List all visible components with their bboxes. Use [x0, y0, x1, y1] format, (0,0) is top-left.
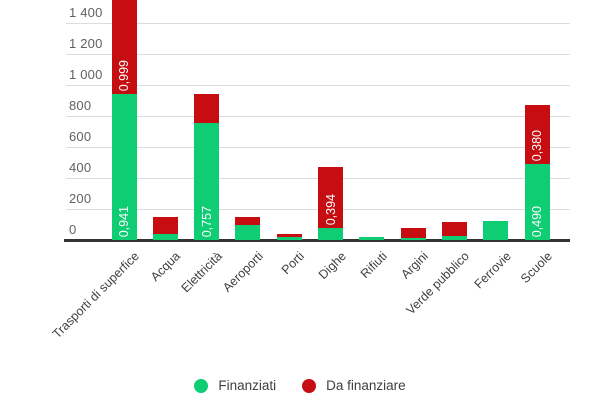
bar-segment-da-finanziare[interactable]: [441, 222, 467, 237]
x-axis-category-label: Rifiuti: [357, 249, 390, 282]
y-axis-tick-label: 1 200: [69, 36, 103, 51]
x-axis-category-label: Argini: [398, 249, 431, 282]
y-axis-tick-label: 800: [69, 98, 92, 113]
y-axis-tick-label: 200: [69, 191, 92, 206]
x-axis-category-label: Trasporti di superfice: [49, 249, 142, 342]
legend-item-finanziati: Finanziati: [194, 378, 276, 393]
bar-segment-finanziati[interactable]: [524, 164, 550, 240]
bar-segment-da-finanziare[interactable]: [400, 228, 426, 238]
bar-value-label: 0,394: [323, 194, 338, 226]
bar-segment-finanziati[interactable]: [276, 236, 302, 240]
x-axis-category-label: Dighe: [315, 249, 349, 283]
bar-value-label: 0,757: [199, 205, 214, 237]
legend-label-da-finanziare: Da finanziare: [326, 378, 406, 393]
legend-swatch-finanziati-icon: [194, 378, 209, 393]
bar-segment-finanziati[interactable]: [111, 94, 137, 240]
bar-segment-da-finanziare[interactable]: [524, 105, 550, 165]
gridline: [66, 54, 570, 55]
bar-value-label: 0,941: [117, 205, 131, 237]
bar-segment-finanziati[interactable]: [359, 236, 385, 240]
bar-segment-da-finanziare[interactable]: [276, 233, 302, 237]
x-axis-category-label: Elettricità: [178, 249, 225, 296]
x-axis-category-label: Scuole: [517, 249, 555, 286]
bar-segment-finanziati[interactable]: [400, 237, 426, 240]
y-axis-tick-label: 1 400: [69, 5, 103, 20]
gridline: [66, 85, 570, 86]
bar-segment-da-finanziare[interactable]: [194, 94, 220, 123]
bar-value-label: 0,490: [530, 205, 544, 237]
bar-segment-da-finanziare[interactable]: [318, 167, 343, 229]
x-axis-category-label: Acqua: [148, 249, 184, 284]
bar-segment-da-finanziare[interactable]: [235, 216, 261, 225]
legend-label-finanziati: Finanziati: [218, 378, 277, 393]
bar-segment-da-finanziare[interactable]: [111, 0, 137, 95]
x-axis-category-label: Ferrovie: [471, 249, 514, 292]
y-axis-tick-label: 400: [69, 160, 92, 175]
legend-item-da-finanziare: Da finanziare: [302, 378, 406, 393]
y-axis-tick-label: 0: [69, 222, 77, 237]
bar-segment-finanziati[interactable]: [318, 228, 343, 240]
legend: Finanziati Da finanziare: [0, 378, 600, 393]
bar-value-label: 0,999: [117, 59, 131, 92]
bar-segment-finanziati[interactable]: [235, 224, 261, 240]
x-axis-category-label: Aeroporti: [220, 249, 266, 295]
gridline: [66, 23, 570, 24]
bar-segment-finanziati[interactable]: [441, 236, 467, 240]
x-axis-line: [64, 239, 570, 242]
legend-swatch-da-finanziare-icon: [302, 378, 317, 393]
y-axis-tick-label: 600: [69, 129, 92, 144]
bar-segment-finanziati[interactable]: [152, 233, 178, 240]
gridline: [66, 147, 570, 148]
bar-value-label: 0,380: [530, 129, 544, 162]
bar-segment-finanziati[interactable]: [194, 122, 220, 240]
x-axis-category-label: Porti: [279, 249, 308, 278]
y-axis-tick-label: 1 000: [69, 67, 103, 82]
bar-segment-da-finanziare[interactable]: [152, 216, 178, 234]
gridline: [66, 116, 570, 117]
bar-segment-finanziati[interactable]: [483, 220, 509, 240]
